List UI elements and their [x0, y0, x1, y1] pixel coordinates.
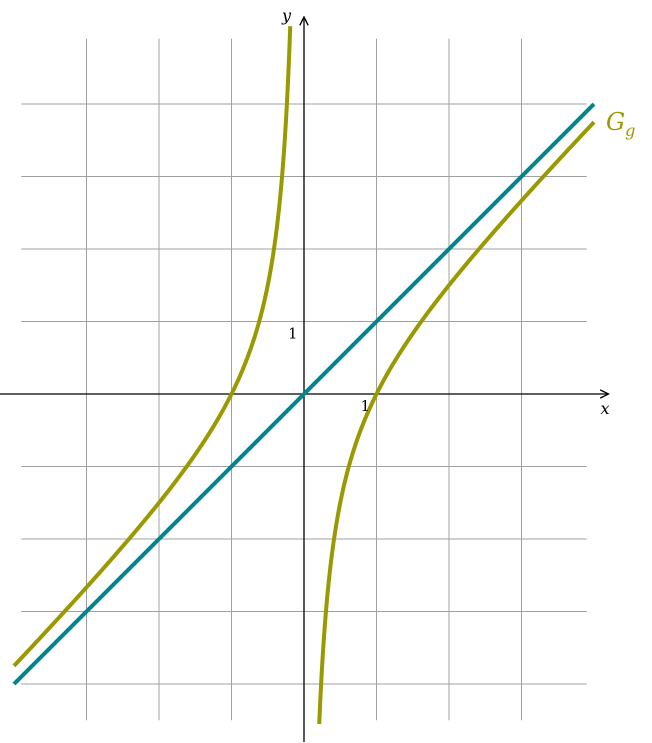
series-label-subscript: g — [625, 121, 635, 140]
x-axis-label: x — [601, 399, 610, 418]
series-label-main: G — [606, 108, 625, 136]
series-curve-g-branch-1 — [317, 120, 596, 725]
y-axis-label: y — [281, 6, 292, 25]
series-label-g: Gg — [606, 108, 635, 140]
series-layer — [12, 26, 596, 725]
series-curve-g-branch-0 — [12, 26, 293, 668]
x-tick-label-1: 1 — [361, 397, 371, 415]
series-line-y-equals-x-branch-0 — [12, 102, 596, 686]
y-tick-label-1: 1 — [288, 325, 298, 343]
